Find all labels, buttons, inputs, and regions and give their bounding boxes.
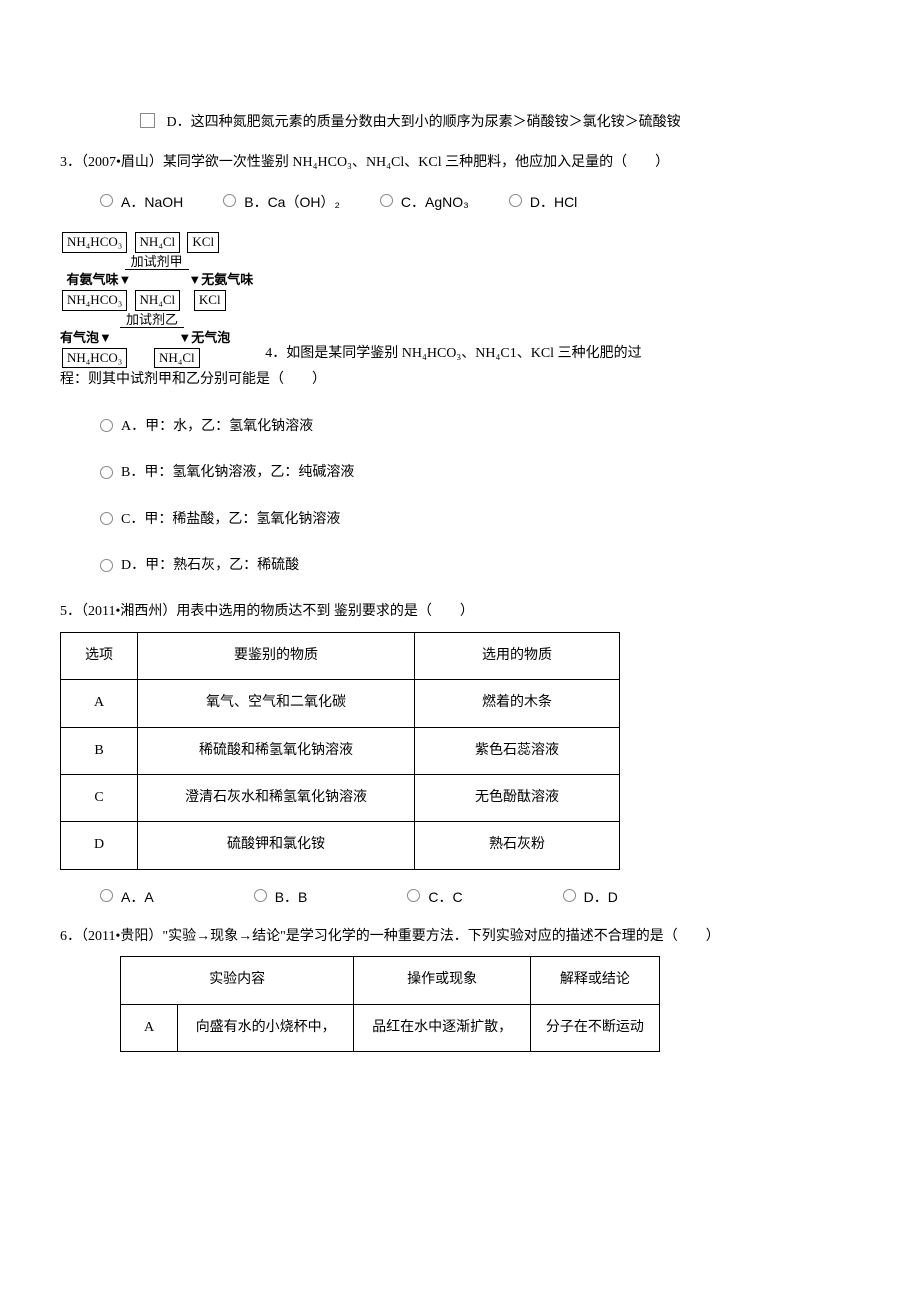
- table-header: 解释或结论: [530, 957, 659, 1004]
- q5-option-a[interactable]: A．A: [100, 886, 154, 908]
- diagram-label: 无氨气味: [201, 272, 253, 287]
- q4-block: NH₄HCO₃ NH₄Cl KCl 加试剂甲 有氨气味▼ ▼无氨气味 NH₄HC…: [60, 231, 860, 369]
- q6-table: 实验内容 操作或现象 解释或结论 A 向盛有水的小烧杯中， 品红在水中逐渐扩散，…: [120, 956, 660, 1052]
- q5-option-d[interactable]: D．D: [563, 886, 618, 908]
- radio-icon[interactable]: [563, 889, 576, 902]
- table-cell: 熟石灰粉: [415, 822, 620, 869]
- radio-icon[interactable]: [223, 194, 236, 207]
- q4-options: A．甲：水，乙：氢氧化钠溶液 B．甲：氢氧化钠溶液，乙：纯碱溶液 C．甲：稀盐酸…: [100, 416, 860, 578]
- radio-icon[interactable]: [100, 194, 113, 207]
- table-cell: B: [61, 727, 138, 774]
- q5-option-c[interactable]: C．C: [407, 886, 462, 908]
- q5-table: 选项 要鉴别的物质 选用的物质 A 氧气、空气和二氧化碳 燃着的木条 B 稀硫酸…: [60, 632, 620, 870]
- table-cell: 稀硫酸和稀氢氧化钠溶液: [138, 727, 415, 774]
- diagram-label: 有氨气味: [67, 272, 119, 287]
- diagram-box: NH₄Cl: [135, 232, 181, 253]
- table-cell: 无色酚酞溶液: [415, 774, 620, 821]
- diagram-box: NH₄Cl: [135, 290, 181, 311]
- option-text: C．AgNO₃: [401, 191, 469, 213]
- q3-option-b[interactable]: B．Ca（OH）₂: [223, 191, 340, 213]
- question-text: 4．如图是某同学鉴别 NH₄HCO₃、NH₄C1、KCl 三种化肥的过: [265, 346, 641, 361]
- table-header: 要鉴别的物质: [138, 632, 415, 679]
- diagram-step: 加试剂乙: [120, 312, 184, 328]
- q2-option-d[interactable]: D．这四种氮肥氮元素的质量分数由大到小的顺序为尿素＞硝酸铵＞氯化铵＞硫酸铵: [60, 112, 860, 134]
- diagram-box: NH₄HCO₃: [62, 290, 127, 311]
- radio-icon[interactable]: [100, 512, 113, 525]
- table-cell: A: [121, 1004, 178, 1051]
- table-cell: C: [61, 774, 138, 821]
- table-cell: 硫酸钾和氯化铵: [138, 822, 415, 869]
- option-text: A．NaOH: [121, 191, 183, 213]
- q4-option-d[interactable]: D．甲：熟石灰，乙：稀硫酸: [100, 555, 860, 577]
- option-text: B．Ca（OH）₂: [244, 191, 340, 213]
- option-text: B．甲：氢氧化钠溶液，乙：纯碱溶液: [121, 462, 354, 484]
- q5-options: A．A B．B C．C D．D: [100, 886, 860, 908]
- q4-option-a[interactable]: A．甲：水，乙：氢氧化钠溶液: [100, 416, 860, 438]
- radio-icon[interactable]: [407, 889, 420, 902]
- diagram-box: NH₄Cl: [154, 348, 200, 369]
- option-text: D．D: [584, 886, 618, 908]
- checkbox-icon[interactable]: [140, 113, 155, 128]
- table-cell: 品红在水中逐渐扩散，: [354, 1004, 530, 1051]
- table-header: 操作或现象: [354, 957, 530, 1004]
- table-row: 实验内容 操作或现象 解释或结论: [121, 957, 660, 1004]
- option-text: D．这四种氮肥氮元素的质量分数由大到小的顺序为尿素＞硝酸铵＞氯化铵＞硫酸铵: [167, 115, 681, 130]
- option-text: A．甲：水，乙：氢氧化钠溶液: [121, 416, 313, 438]
- q3-stem: 3．（2007•眉山）某同学欲一次性鉴别 NH₄HCO₃、NH₄Cl、KCl 三…: [60, 152, 860, 174]
- q4-stem-line2: 程：则其中试剂甲和乙分别可能是（ ）: [60, 369, 860, 391]
- diagram-step: 加试剂甲: [125, 254, 189, 270]
- table-header: 选用的物质: [415, 632, 620, 679]
- q5-option-b[interactable]: B．B: [254, 886, 308, 908]
- table-cell: 燃着的木条: [415, 680, 620, 727]
- table-row: B 稀硫酸和稀氢氧化钠溶液 紫色石蕊溶液: [61, 727, 620, 774]
- q4-option-c[interactable]: C．甲：稀盐酸，乙：氢氧化钠溶液: [100, 509, 860, 531]
- table-cell: A: [61, 680, 138, 727]
- q3-option-a[interactable]: A．NaOH: [100, 191, 183, 213]
- table-row: A 向盛有水的小烧杯中， 品红在水中逐渐扩散， 分子在不断运动: [121, 1004, 660, 1051]
- diagram-label: 无气泡: [191, 330, 230, 345]
- table-row: A 氧气、空气和二氧化碳 燃着的木条: [61, 680, 620, 727]
- q6-stem: 6．（2011•贵阳）"实验→现象→结论"是学习化学的一种重要方法．下列实验对应…: [60, 926, 860, 948]
- radio-icon[interactable]: [100, 419, 113, 432]
- diagram-label: 有气泡: [60, 330, 99, 345]
- table-row: D 硫酸钾和氯化铵 熟石灰粉: [61, 822, 620, 869]
- option-text: C．C: [428, 886, 462, 908]
- table-cell: D: [61, 822, 138, 869]
- radio-icon[interactable]: [100, 889, 113, 902]
- radio-icon[interactable]: [380, 194, 393, 207]
- q5-stem: 5．（2011•湘西州）用表中选用的物质达不到 鉴别要求的是（ ）: [60, 601, 860, 623]
- table-header: 实验内容: [121, 957, 354, 1004]
- table-cell: 澄清石灰水和稀氢氧化钠溶液: [138, 774, 415, 821]
- table-cell: 分子在不断运动: [530, 1004, 659, 1051]
- q4-diagram: NH₄HCO₃ NH₄Cl KCl 加试剂甲 有氨气味▼ ▼无氨气味 NH₄HC…: [60, 231, 253, 369]
- q3-option-d[interactable]: D．HCl: [509, 191, 577, 213]
- table-cell: 紫色石蕊溶液: [415, 727, 620, 774]
- table-cell: 向盛有水的小烧杯中，: [178, 1004, 354, 1051]
- q4-option-b[interactable]: B．甲：氢氧化钠溶液，乙：纯碱溶液: [100, 462, 860, 484]
- option-text: B．B: [275, 886, 308, 908]
- table-cell: 氧气、空气和二氧化碳: [138, 680, 415, 727]
- option-text: A．A: [121, 886, 154, 908]
- diagram-box: KCl: [194, 290, 226, 311]
- option-text: D．HCl: [530, 191, 577, 213]
- radio-icon[interactable]: [100, 466, 113, 479]
- option-text: D．甲：熟石灰，乙：稀硫酸: [121, 555, 299, 577]
- question-text: 程：则其中试剂甲和乙分别可能是（ ）: [60, 372, 326, 387]
- diagram-box: KCl: [187, 232, 219, 253]
- question-text: 5．（2011•湘西州）用表中选用的物质达不到 鉴别要求的是（ ）: [60, 604, 474, 619]
- q3-options: A．NaOH B．Ca（OH）₂ C．AgNO₃ D．HCl: [100, 191, 860, 213]
- diagram-box: NH₄HCO₃: [62, 348, 127, 369]
- table-row: 选项 要鉴别的物质 选用的物质: [61, 632, 620, 679]
- question-text: 6．（2011•贵阳）"实验→现象→结论"是学习化学的一种重要方法．下列实验对应…: [60, 929, 720, 944]
- radio-icon[interactable]: [100, 559, 113, 572]
- question-text: 3．（2007•眉山）某同学欲一次性鉴别 NH₄HCO₃、NH₄Cl、KCl 三…: [60, 155, 669, 170]
- diagram-box: NH₄HCO₃: [62, 232, 127, 253]
- table-row: C 澄清石灰水和稀氢氧化钠溶液 无色酚酞溶液: [61, 774, 620, 821]
- table-header: 选项: [61, 632, 138, 679]
- q3-option-c[interactable]: C．AgNO₃: [380, 191, 469, 213]
- option-text: C．甲：稀盐酸，乙：氢氧化钠溶液: [121, 509, 340, 531]
- radio-icon[interactable]: [509, 194, 522, 207]
- radio-icon[interactable]: [254, 889, 267, 902]
